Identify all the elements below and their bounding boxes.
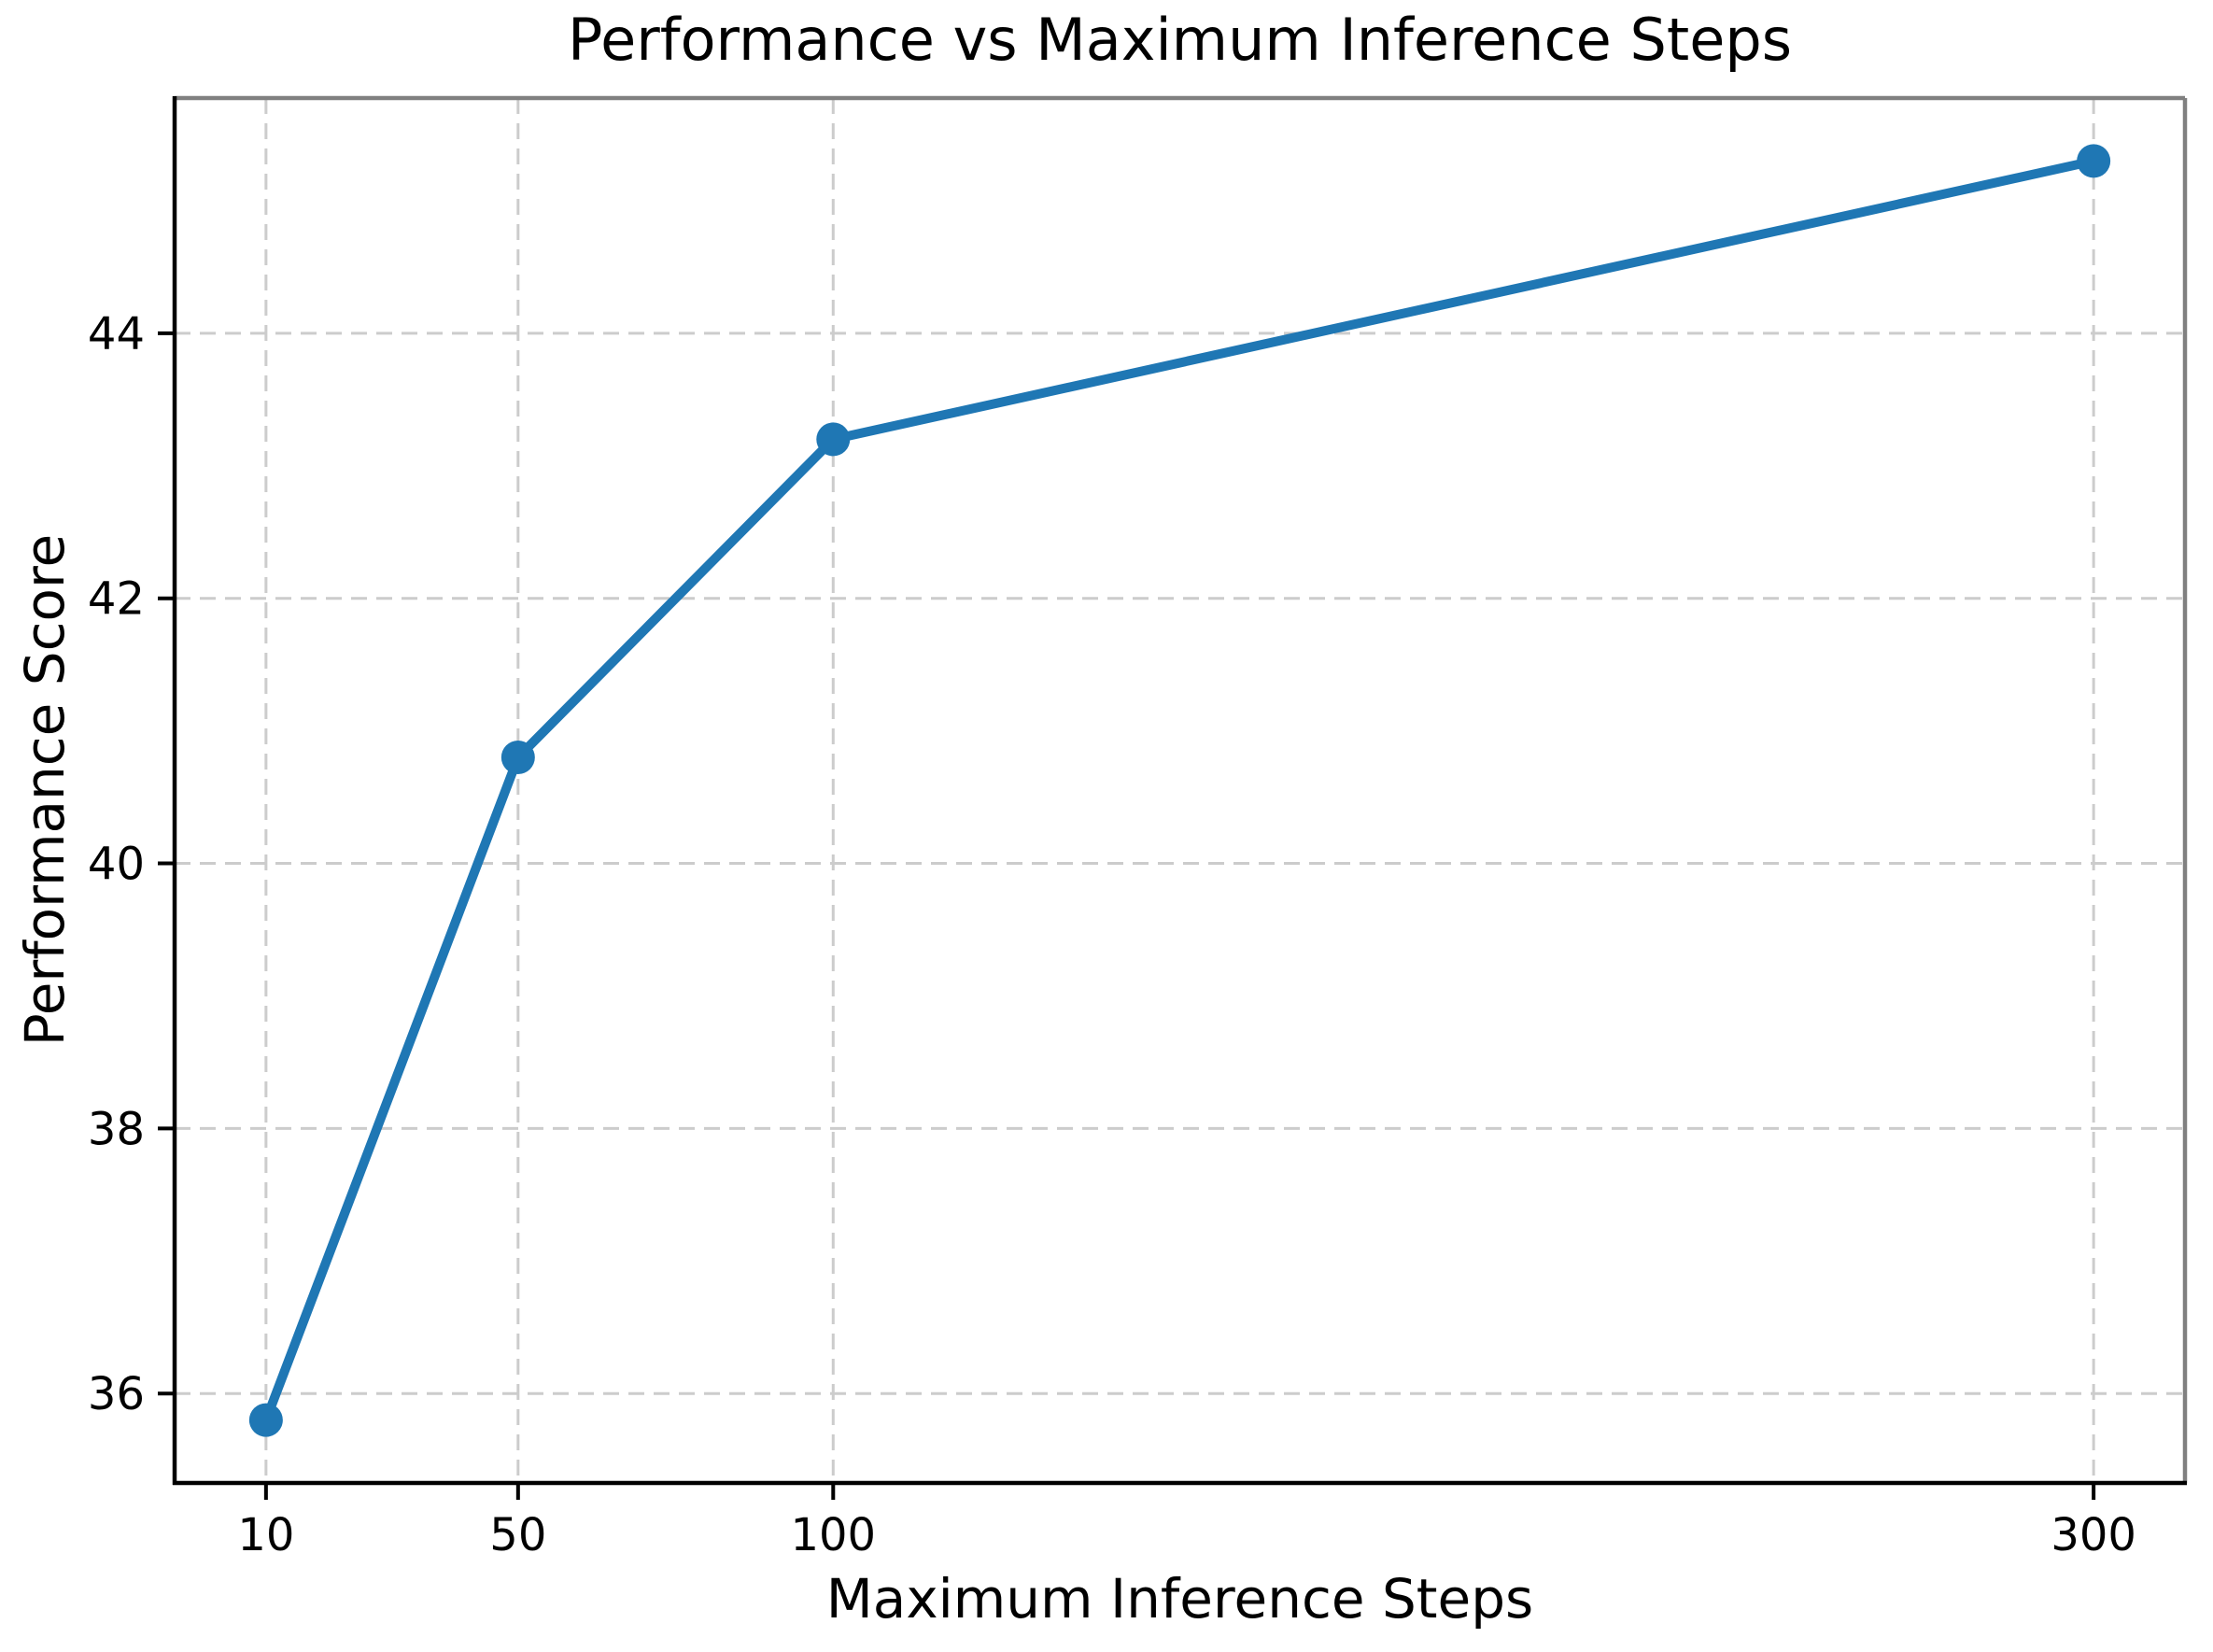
x-tick-label: 10 [237, 1509, 294, 1561]
y-tick-label: 42 [88, 573, 145, 626]
data-point-marker [500, 741, 535, 775]
x-tick-label: 50 [489, 1509, 546, 1561]
data-point-marker [816, 422, 851, 457]
data-point-marker [2077, 144, 2111, 178]
data-line [261, 156, 2099, 1425]
y-tick-label: 36 [88, 1368, 145, 1420]
x-tick-label: 100 [790, 1509, 876, 1561]
chart-title: Performance vs Maximum Inference Steps [567, 6, 1793, 74]
y-axis-label: Performance Score [13, 533, 77, 1047]
y-tick-label: 38 [88, 1103, 145, 1155]
data-point-marker [248, 1403, 283, 1437]
y-tick-label: 40 [88, 839, 145, 891]
x-axis-label: Maximum Inference Steps [825, 1567, 1534, 1631]
x-tick-label: 300 [2051, 1509, 2136, 1561]
y-tick-label: 44 [88, 308, 145, 360]
